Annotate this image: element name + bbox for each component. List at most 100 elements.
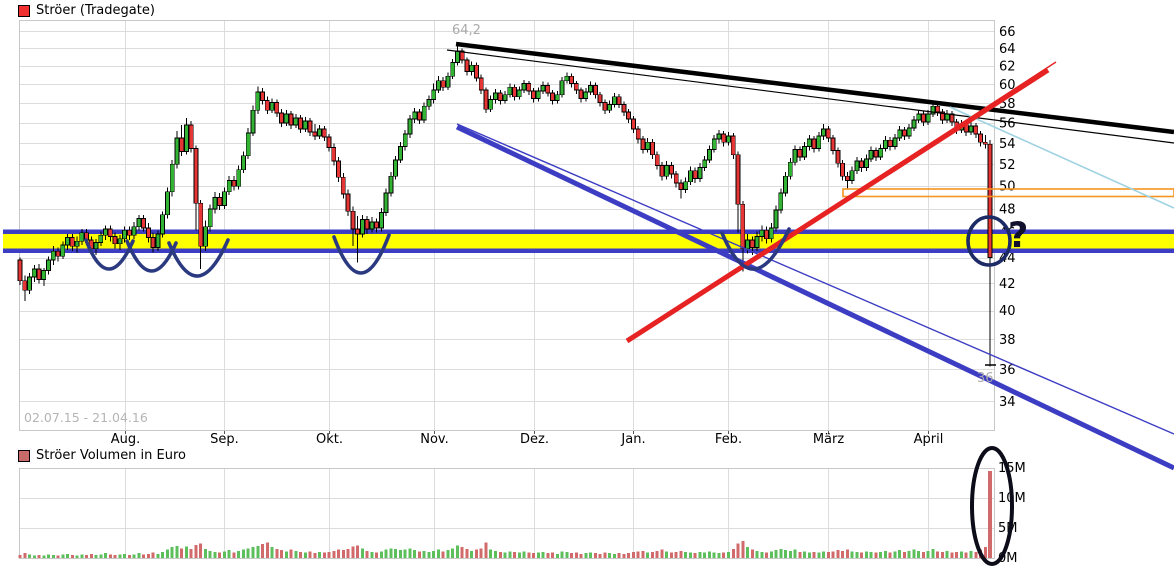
candlestick bbox=[255, 91, 261, 111]
candlestick bbox=[436, 80, 441, 91]
volume-bar bbox=[322, 552, 326, 558]
volume-bar bbox=[698, 552, 702, 558]
volume-bar bbox=[289, 549, 293, 558]
volume-bar bbox=[883, 550, 887, 558]
volume-bar bbox=[688, 552, 692, 558]
candlestick bbox=[711, 138, 717, 150]
candlestick bbox=[298, 117, 303, 130]
volume-bar bbox=[417, 551, 421, 558]
volume-bar bbox=[113, 555, 117, 558]
candlestick bbox=[231, 180, 237, 187]
x-axis-month-label: April bbox=[914, 432, 944, 447]
candlestick bbox=[868, 150, 874, 160]
volume-bar bbox=[940, 552, 944, 558]
volume-bar bbox=[879, 552, 883, 558]
volume-bar bbox=[436, 549, 440, 558]
volume-bar bbox=[70, 555, 74, 558]
volume-bar bbox=[532, 553, 536, 558]
volume-bar bbox=[227, 550, 231, 558]
candlestick bbox=[22, 280, 28, 291]
x-axis-month-label: Okt. bbox=[316, 432, 343, 447]
candlestick bbox=[930, 105, 936, 115]
volume-bar bbox=[845, 549, 849, 558]
volume-bar bbox=[831, 551, 835, 558]
candlestick bbox=[740, 203, 746, 250]
volume-bar bbox=[222, 551, 226, 558]
candlestick bbox=[145, 227, 151, 238]
candlestick bbox=[835, 150, 841, 164]
volume-bar bbox=[779, 549, 783, 558]
volume-bar bbox=[712, 552, 716, 558]
candlestick bbox=[683, 181, 689, 190]
candlestick bbox=[212, 197, 218, 210]
candlestick bbox=[93, 242, 99, 250]
volume-bar bbox=[332, 550, 336, 558]
volume-bar bbox=[256, 546, 260, 558]
candlestick bbox=[597, 94, 603, 103]
volume-bar bbox=[636, 551, 640, 558]
candlestick bbox=[65, 237, 70, 246]
candlestick bbox=[112, 235, 118, 245]
candlestick bbox=[117, 238, 123, 245]
volume-bar bbox=[203, 549, 207, 558]
candlestick bbox=[688, 170, 693, 183]
volume-bar bbox=[798, 552, 802, 558]
volume-bar bbox=[408, 548, 412, 558]
volume-bar bbox=[384, 549, 388, 558]
volume-bar bbox=[803, 551, 807, 558]
candlestick bbox=[226, 180, 232, 193]
volume-bar bbox=[346, 549, 350, 558]
candlestick bbox=[621, 103, 627, 113]
candlestick bbox=[802, 145, 807, 158]
candlestick bbox=[17, 259, 23, 282]
candlestick bbox=[921, 113, 926, 123]
volume-bar bbox=[275, 549, 279, 558]
volume-bar bbox=[841, 550, 845, 558]
candlestick bbox=[816, 135, 822, 149]
candlestick bbox=[554, 94, 560, 101]
volume-bar bbox=[108, 554, 112, 558]
candlestick bbox=[336, 160, 341, 178]
candlestick bbox=[412, 111, 418, 120]
candlestick bbox=[440, 80, 446, 88]
volume-bar bbox=[627, 553, 631, 558]
candlestick bbox=[797, 149, 803, 158]
candlestick bbox=[616, 96, 622, 105]
candlestick bbox=[283, 113, 289, 124]
candlestick bbox=[564, 75, 570, 82]
y-axis-tick-label: 50 bbox=[999, 180, 1016, 195]
candlestick bbox=[735, 154, 741, 205]
candlestick bbox=[516, 89, 522, 98]
candlestick bbox=[312, 131, 318, 137]
volume-bar bbox=[959, 551, 963, 558]
y-axis-tick-label: 44 bbox=[999, 251, 1016, 266]
volume-bar bbox=[127, 555, 131, 558]
candlestick bbox=[730, 135, 736, 156]
price-chart-legend: Ströer (Tradegate) bbox=[18, 3, 155, 18]
volume-bar bbox=[864, 551, 868, 558]
volume-bar bbox=[560, 551, 564, 558]
downtrend-thin-black bbox=[446, 49, 1174, 144]
candlestick bbox=[507, 86, 513, 96]
volume-bar bbox=[589, 552, 593, 558]
candlestick bbox=[892, 137, 898, 147]
candlestick bbox=[830, 137, 836, 151]
candlestick bbox=[359, 219, 365, 235]
candlestick bbox=[944, 113, 950, 121]
candlestick bbox=[654, 154, 660, 166]
volume-bar bbox=[750, 549, 754, 558]
candlestick bbox=[417, 111, 422, 121]
volume-bar bbox=[836, 550, 840, 558]
support-band bbox=[3, 234, 1174, 249]
candlestick bbox=[521, 83, 527, 91]
candlestick bbox=[982, 141, 988, 145]
volume-bar bbox=[341, 550, 345, 558]
candlestick bbox=[165, 191, 170, 216]
x-axis-month-label: Jan. bbox=[620, 432, 645, 447]
volume-bar bbox=[679, 550, 683, 558]
candlestick bbox=[626, 111, 632, 120]
candlestick bbox=[141, 217, 147, 229]
candlestick bbox=[450, 62, 456, 77]
candlestick bbox=[245, 132, 251, 157]
